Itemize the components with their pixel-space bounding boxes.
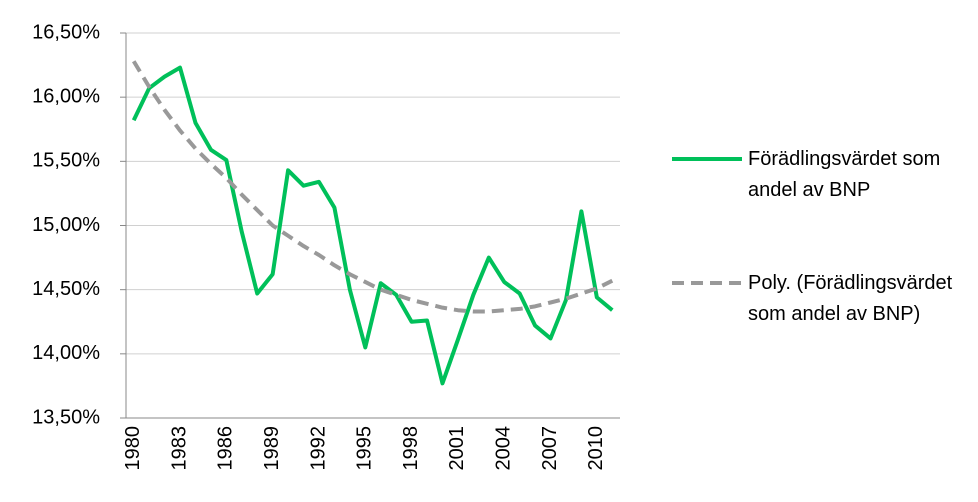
- y-tick-label: 14,00%: [32, 342, 100, 364]
- y-tick-label: 16,50%: [32, 21, 100, 43]
- x-tick-label: 2007: [539, 426, 561, 471]
- x-tick-label: 2004: [493, 426, 515, 471]
- x-tick-label: 2010: [585, 426, 607, 471]
- x-tick-label: 1998: [400, 426, 422, 471]
- x-tick-label: 1983: [168, 426, 190, 471]
- y-tick-label: 16,00%: [32, 85, 100, 107]
- y-tick-label: 14,50%: [32, 278, 100, 300]
- y-tick-label: 15,50%: [32, 150, 100, 172]
- x-tick-label: 1989: [261, 426, 283, 471]
- x-tick-label: 1986: [215, 426, 237, 471]
- x-tick-label: 1995: [354, 426, 376, 471]
- y-tick-label: 13,50%: [32, 406, 100, 428]
- legend-label: Poly. (Förädlingsvärdet som andel av BNP…: [748, 272, 953, 325]
- x-tick-label: 2001: [446, 426, 468, 471]
- x-tick-label: 1992: [307, 426, 329, 471]
- y-tick-label: 15,00%: [32, 214, 100, 236]
- series-line: [131, 65, 614, 386]
- legend-label: Förädlingsvärdet som andel av BNP: [748, 148, 941, 201]
- x-tick-label: 1980: [122, 426, 144, 471]
- series-line: [132, 60, 614, 314]
